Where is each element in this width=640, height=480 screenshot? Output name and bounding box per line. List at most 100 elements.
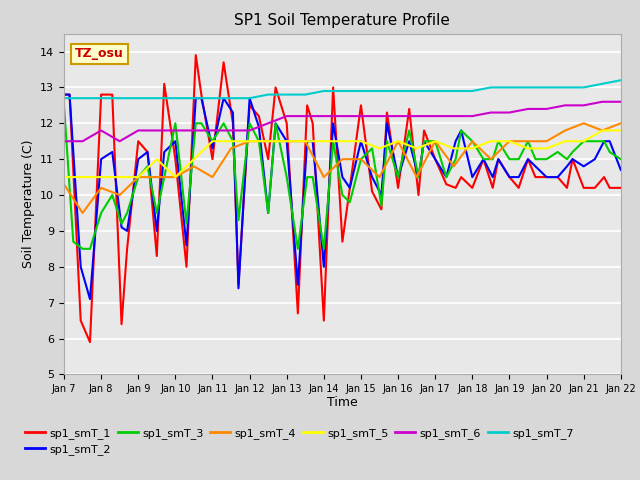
sp1_smT_4 [209,174,216,180]
sp1_smT_3 [554,149,561,155]
sp1_smT_6 [209,128,216,133]
sp1_smT_4 [561,128,569,133]
sp1_smT_5 [431,138,439,144]
sp1_smT_5 [524,145,532,151]
sp1_smT_6 [413,113,420,119]
sp1_smT_5 [283,138,291,144]
sp1_smT_1 [415,192,422,198]
sp1_smT_1 [617,185,625,191]
sp1_smT_6 [543,106,550,112]
sp1_smT_6 [431,113,439,119]
sp1_smT_5 [301,138,309,144]
sp1_smT_6 [97,128,105,133]
sp1_smT_1 [378,206,385,212]
sp1_smT_5 [506,138,513,144]
sp1_smT_6 [376,113,383,119]
sp1_smT_5 [561,138,569,144]
sp1_smT_5 [394,138,402,144]
sp1_smT_7 [394,88,402,94]
sp1_smT_6 [580,102,588,108]
sp1_smT_7 [617,77,625,83]
Text: TZ_osu: TZ_osu [75,48,124,60]
X-axis label: Time: Time [327,396,358,408]
sp1_smT_7 [450,88,458,94]
sp1_smT_7 [524,84,532,90]
sp1_smT_7 [506,84,513,90]
sp1_smT_4 [79,210,86,216]
sp1_smT_6 [116,138,124,144]
sp1_smT_2 [198,96,205,101]
sp1_smT_4 [617,120,625,126]
sp1_smT_7 [320,88,328,94]
Line: sp1_smT_7: sp1_smT_7 [64,80,621,98]
sp1_smT_5 [227,138,235,144]
Legend: sp1_smT_1, sp1_smT_2, sp1_smT_3, sp1_smT_4, sp1_smT_5, sp1_smT_6, sp1_smT_7: sp1_smT_1, sp1_smT_2, sp1_smT_3, sp1_smT… [25,428,573,455]
sp1_smT_4 [598,128,606,133]
sp1_smT_6 [79,138,86,144]
sp1_smT_1 [563,185,571,191]
sp1_smT_7 [301,92,309,97]
sp1_smT_4 [543,138,550,144]
sp1_smT_4 [153,174,161,180]
sp1_smT_1 [272,84,280,90]
sp1_smT_5 [153,156,161,162]
sp1_smT_4 [172,174,179,180]
sp1_smT_6 [450,113,458,119]
sp1_smT_7 [153,96,161,101]
sp1_smT_7 [580,84,588,90]
Line: sp1_smT_5: sp1_smT_5 [64,131,621,177]
sp1_smT_1 [86,339,94,345]
sp1_smT_5 [450,145,458,151]
sp1_smT_7 [468,88,476,94]
sp1_smT_7 [339,88,346,94]
sp1_smT_2 [60,92,68,97]
sp1_smT_5 [487,138,495,144]
sp1_smT_5 [376,145,383,151]
sp1_smT_4 [116,192,124,198]
sp1_smT_3 [405,128,413,133]
sp1_smT_3 [617,156,625,162]
sp1_smT_5 [60,174,68,180]
sp1_smT_4 [320,174,328,180]
Line: sp1_smT_3: sp1_smT_3 [64,105,621,249]
Line: sp1_smT_6: sp1_smT_6 [64,102,621,141]
sp1_smT_7 [431,88,439,94]
sp1_smT_7 [209,96,216,101]
sp1_smT_6 [561,102,569,108]
sp1_smT_7 [116,96,124,101]
sp1_smT_2 [182,242,190,248]
sp1_smT_5 [190,156,198,162]
sp1_smT_5 [79,174,86,180]
sp1_smT_5 [617,128,625,133]
sp1_smT_4 [580,120,588,126]
sp1_smT_4 [468,138,476,144]
sp1_smT_5 [172,174,179,180]
sp1_smT_4 [97,185,105,191]
sp1_smT_5 [598,128,606,133]
sp1_smT_4 [524,138,532,144]
Line: sp1_smT_1: sp1_smT_1 [64,55,621,342]
sp1_smT_2 [405,138,413,144]
sp1_smT_5 [357,138,365,144]
sp1_smT_5 [97,174,105,180]
sp1_smT_6 [301,113,309,119]
sp1_smT_6 [524,106,532,112]
sp1_smT_1 [192,52,200,58]
sp1_smT_3 [79,246,86,252]
sp1_smT_6 [190,128,198,133]
sp1_smT_7 [283,92,291,97]
sp1_smT_4 [60,181,68,187]
sp1_smT_5 [246,138,253,144]
sp1_smT_7 [264,92,272,97]
Line: sp1_smT_4: sp1_smT_4 [64,123,621,213]
sp1_smT_5 [543,145,550,151]
sp1_smT_2 [554,174,561,180]
sp1_smT_1 [60,92,68,97]
sp1_smT_2 [368,174,376,180]
sp1_smT_6 [153,128,161,133]
Line: sp1_smT_2: sp1_smT_2 [64,95,621,299]
sp1_smT_4 [264,138,272,144]
Y-axis label: Soil Temperature (C): Soil Temperature (C) [22,140,35,268]
sp1_smT_7 [97,96,105,101]
sp1_smT_4 [431,138,439,144]
